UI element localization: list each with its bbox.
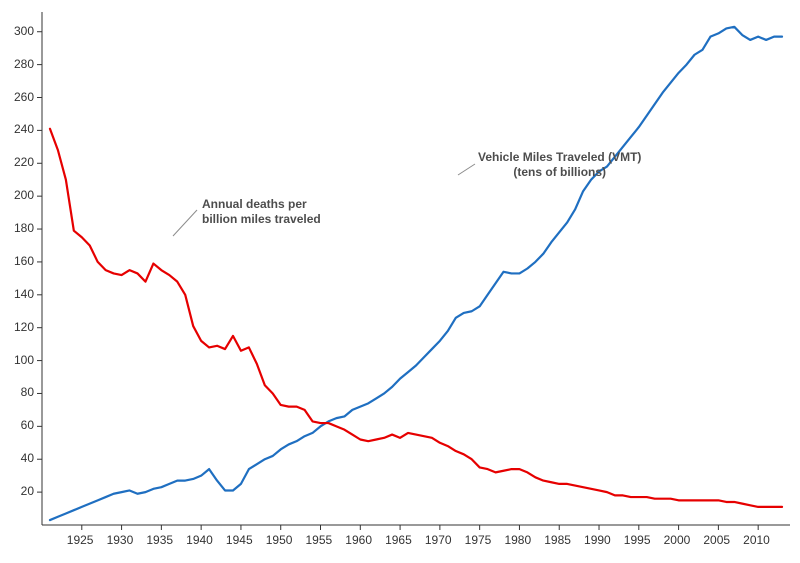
series-deaths-line [50,129,782,507]
y-tick-label: 220 [14,155,34,169]
annotation-deaths-leader [173,210,197,236]
y-tick-label: 80 [21,385,34,399]
annotation-deaths-line1: Annual deaths per [202,197,307,211]
series-vmt-line [50,27,782,520]
x-tick-label: 1985 [544,533,571,547]
y-tick-label: 280 [14,57,34,71]
chart-svg [0,0,800,563]
x-tick-label: 1955 [306,533,333,547]
annotation-vmt-label: Vehicle Miles Traveled (VMT) (tens of bi… [478,150,641,180]
y-tick-label: 260 [14,90,34,104]
x-tick-label: 1965 [385,533,412,547]
y-tick-label: 200 [14,188,34,202]
x-tick-label: 2000 [664,533,691,547]
annotation-deaths-label: Annual deaths per billion miles traveled [202,197,321,227]
x-tick-label: 1980 [504,533,531,547]
line-chart: Annual deaths per billion miles traveled… [0,0,800,563]
x-tick-label: 1950 [266,533,293,547]
x-tick-label: 2010 [743,533,770,547]
y-tick-label: 240 [14,122,34,136]
annotation-deaths-line2: billion miles traveled [202,212,321,226]
x-tick-label: 1960 [345,533,372,547]
x-tick-label: 1935 [146,533,173,547]
y-tick-label: 180 [14,221,34,235]
y-tick-label: 100 [14,353,34,367]
y-tick-label: 120 [14,320,34,334]
y-tick-label: 300 [14,24,34,38]
x-tick-label: 1990 [584,533,611,547]
y-tick-label: 20 [21,484,34,498]
x-tick-label: 1945 [226,533,253,547]
y-tick-label: 140 [14,287,34,301]
x-tick-label: 1970 [425,533,452,547]
annotation-vmt-line2: (tens of billions) [513,165,606,179]
y-tick-label: 160 [14,254,34,268]
x-tick-label: 1940 [186,533,213,547]
y-tick-label: 40 [21,451,34,465]
x-tick-label: 2005 [703,533,730,547]
annotation-vmt-leader [458,164,475,175]
y-tick-label: 60 [21,418,34,432]
x-tick-label: 1975 [465,533,492,547]
x-tick-label: 1995 [624,533,651,547]
x-tick-label: 1925 [67,533,94,547]
x-tick-label: 1930 [107,533,134,547]
annotation-vmt-line1: Vehicle Miles Traveled (VMT) [478,150,641,164]
